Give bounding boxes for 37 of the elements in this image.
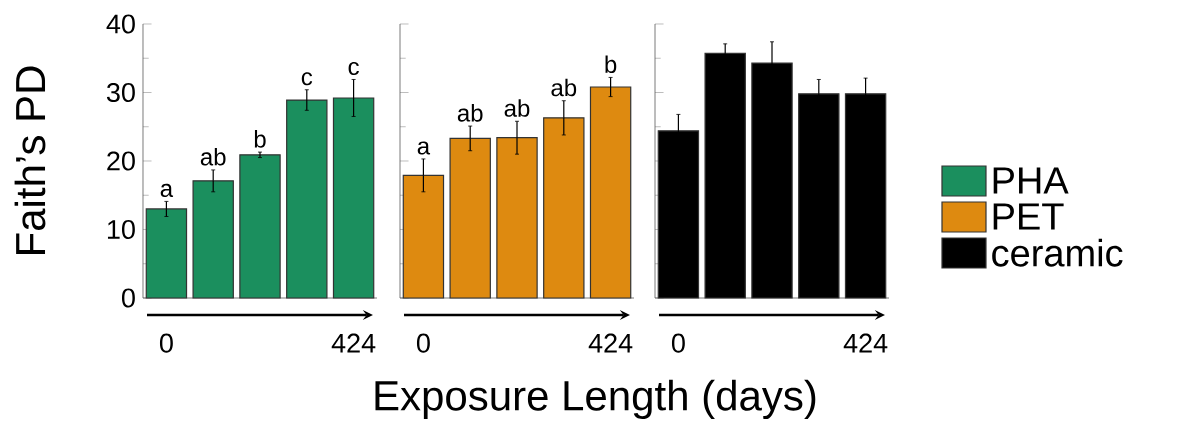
bar [449, 137, 491, 299]
x-tick-label: 424 [843, 333, 888, 353]
x-tick-label: 424 [331, 333, 376, 353]
bar [589, 86, 632, 299]
data-label: b [254, 130, 266, 148]
y-tick-label: 30 [106, 82, 135, 103]
y-tick-label: 0 [121, 288, 135, 308]
x-axis-title: Exposure Length (days) [375, 379, 816, 419]
bar [286, 99, 328, 299]
y-tick-label: 10 [107, 219, 135, 240]
x-tick-label: 424 [588, 333, 633, 353]
data-label: a [417, 141, 431, 155]
legend-label: ceramic [992, 238, 1123, 267]
y-tick-label: 20 [107, 151, 135, 171]
x-tick-label: 0 [416, 333, 430, 353]
legend-label: PHA [993, 167, 1069, 194]
data-label: ab [457, 104, 483, 122]
bar [239, 154, 281, 299]
bar [704, 52, 746, 299]
data-label: c [301, 72, 313, 86]
bar [192, 180, 234, 299]
y-tick-label: 40 [106, 14, 135, 34]
bar [543, 117, 585, 299]
data-label: c [348, 61, 359, 76]
y-axis-title: Faith’s PD [14, 66, 46, 255]
bar [145, 208, 188, 299]
data-label: ab [551, 78, 577, 97]
data-label: a [160, 183, 174, 197]
x-tick-label: 0 [671, 333, 685, 353]
bar [332, 97, 375, 299]
data-label: ab [200, 147, 226, 166]
bar [402, 174, 445, 299]
bar [496, 137, 538, 299]
x-tick-label: 0 [159, 333, 173, 353]
data-label: ab [504, 99, 530, 117]
legend-label: PET [993, 203, 1064, 230]
data-label: b [605, 55, 617, 74]
